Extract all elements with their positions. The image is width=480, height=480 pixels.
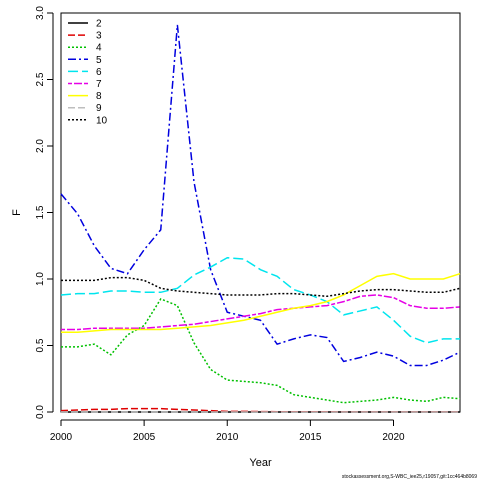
y-tick-label: 2.0 — [35, 139, 46, 153]
y-axis: 0.0 0.5 1.0 1.5 2.0 2.5 3.0 — [35, 6, 54, 419]
x-tick-label: 2010 — [216, 432, 239, 443]
y-tick-label: 0.0 — [35, 405, 46, 419]
x-tick-label: 2015 — [299, 432, 322, 443]
y-axis-label: F — [11, 209, 23, 216]
plot-area — [60, 12, 461, 413]
legend-label-9: 9 — [96, 103, 102, 114]
y-tick-label: 0.5 — [35, 338, 46, 352]
footer-credit: stockassessment.org,S-WBC_iee25,r19057,g… — [342, 474, 477, 480]
legend-label-8: 8 — [96, 91, 102, 102]
legend-label-4: 4 — [96, 43, 102, 54]
series-lines — [60, 24, 461, 413]
y-tick-label: 3.0 — [35, 6, 46, 20]
x-tick-label: 2000 — [50, 432, 73, 443]
plot-border — [60, 12, 461, 413]
x-tick-label: 2005 — [133, 432, 156, 443]
legend-label-10: 10 — [96, 115, 108, 126]
series-line-4 — [61, 298, 461, 404]
legend-label-7: 7 — [96, 79, 102, 90]
series-line-10 — [61, 276, 461, 298]
legend-label-6: 6 — [96, 67, 102, 78]
legend-label-3: 3 — [96, 31, 102, 42]
x-axis: 2000 2005 2010 2015 2020 — [50, 419, 405, 443]
y-tick-label: 1.5 — [35, 205, 46, 219]
series-line-6 — [60, 256, 460, 344]
x-tick-label: 2020 — [382, 432, 405, 443]
series-line-7 — [61, 294, 461, 331]
y-tick-label: 1.0 — [35, 272, 46, 286]
y-tick-label: 2.5 — [35, 72, 46, 86]
series-line-8 — [61, 272, 461, 333]
legend-label-2: 2 — [96, 19, 102, 30]
x-axis-label: Year — [249, 457, 272, 469]
legend-label-5: 5 — [96, 55, 102, 66]
series-line-5 — [60, 24, 461, 367]
